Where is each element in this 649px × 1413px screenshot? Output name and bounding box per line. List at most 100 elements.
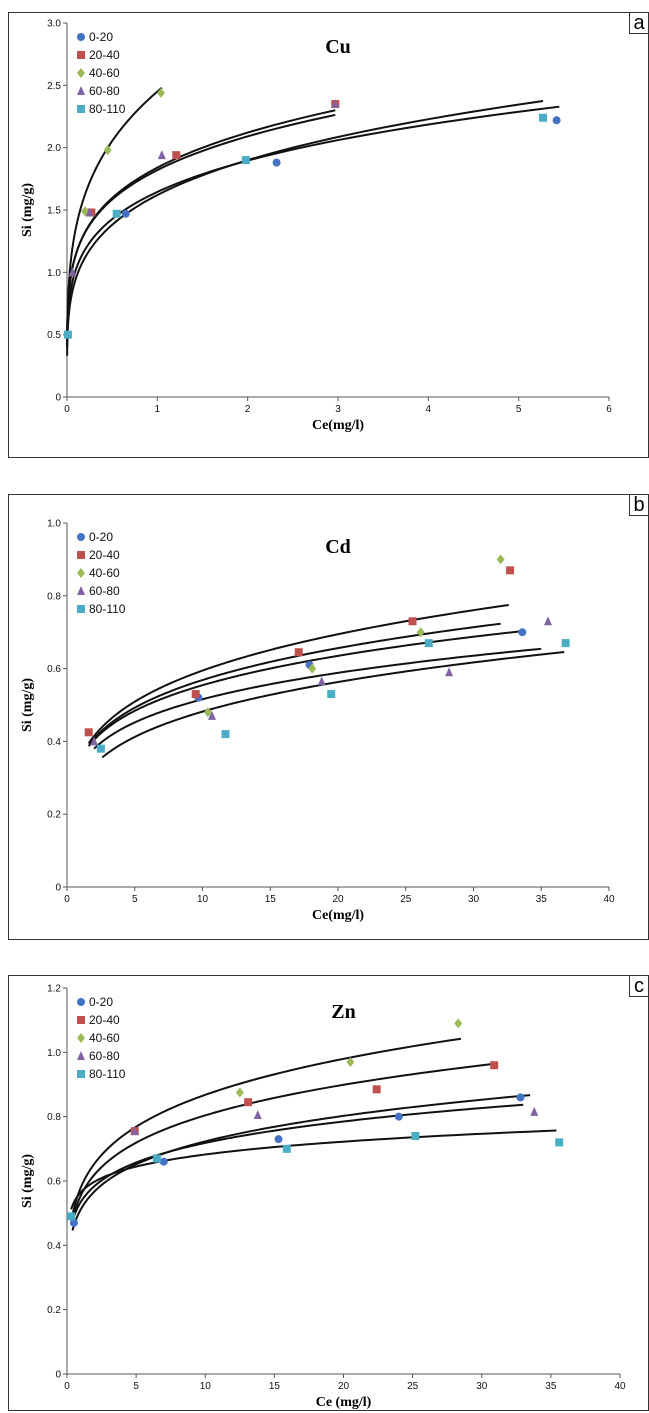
legend-label-20-40: 20-40 <box>89 1013 120 1027</box>
legend-label-40-60: 40-60 <box>89 66 120 80</box>
legend-marker-60-80 <box>77 86 85 95</box>
legend-marker-80-110 <box>77 105 85 113</box>
data-point-40-60 <box>496 554 505 565</box>
y-tick-label: 0.2 <box>47 810 61 821</box>
legend-marker-20-40 <box>77 1016 85 1024</box>
data-point-40-60 <box>416 627 425 638</box>
x-tick-label: 20 <box>338 1381 350 1392</box>
chart-panel-cd: 0 0.2 0.4 0.6 0.8 1.0 0 5 10 15 20 25 30 35 40 Cd Ce(mg/… <box>8 494 649 940</box>
y-tick-label: 1.2 <box>47 984 61 995</box>
data-point-60-80 <box>157 150 166 160</box>
data-point-80-110 <box>67 1212 76 1221</box>
y-tick-label: 0 <box>55 393 61 404</box>
x-tick-label: 35 <box>536 894 548 905</box>
y-axis-label: Si (mg/g) <box>20 1154 35 1208</box>
y-tick-label: 1.0 <box>47 1048 61 1059</box>
legend-marker-20-40 <box>77 551 85 559</box>
fit-curve-20-40 <box>71 1062 496 1221</box>
data-point-0-20 <box>552 116 561 125</box>
data-point-40-60 <box>156 87 165 98</box>
x-tick-label: 20 <box>332 894 344 905</box>
legend-label-0-20: 0-20 <box>89 30 113 44</box>
x-tick-label: 10 <box>197 894 209 905</box>
data-point-80-110 <box>112 209 121 218</box>
legend-marker-0-20 <box>77 33 85 41</box>
chart-panel-cu: 0 0.5 1.0 1.5 2.0 2.5 3.0 0 1 2 3 4 5 6 Cu Ce(mg/l) Si (… <box>8 12 649 458</box>
y-tick-label: 2.5 <box>47 81 61 92</box>
fit-curve-40-60 <box>71 1037 462 1216</box>
data-point-40-60 <box>308 663 317 674</box>
y-tick-label: 0.4 <box>47 1241 61 1252</box>
chart-cd: 0 0.2 0.4 0.6 0.8 1.0 0 5 10 15 20 25 30 35 40 Cd Ce(mg/… <box>20 519 615 924</box>
x-tick-label: 40 <box>603 894 615 905</box>
legend-label-80-110: 80-110 <box>89 1067 126 1081</box>
data-point-60-80 <box>130 1126 139 1136</box>
fit-curve-80-110 <box>101 651 565 759</box>
y-tick-label: 0 <box>55 1370 61 1381</box>
data-point-0-20 <box>516 1093 525 1102</box>
data-point-60-80 <box>544 616 553 626</box>
legend-label-20-40: 20-40 <box>89 48 120 62</box>
legend-label-20-40: 20-40 <box>89 548 120 562</box>
fit-curve-60-80 <box>66 109 336 342</box>
data-point-20-40 <box>506 566 515 575</box>
fit-curve-0-20 <box>71 1094 531 1231</box>
data-point-20-40 <box>408 617 417 626</box>
chart-title: Cd <box>325 536 351 558</box>
data-point-40-60 <box>235 1087 244 1098</box>
legend-marker-60-80 <box>77 1051 85 1060</box>
y-tick-label: 2.0 <box>47 143 61 154</box>
legend-marker-40-60 <box>77 568 85 578</box>
legend-marker-80-110 <box>77 605 85 613</box>
x-tick-label: 4 <box>426 404 432 415</box>
x-tick-label: 1 <box>155 404 161 415</box>
y-tick-label: 0.2 <box>47 1305 61 1316</box>
data-point-60-80 <box>530 1106 539 1116</box>
data-point-60-80 <box>445 667 454 677</box>
legend-marker-60-80 <box>77 586 85 595</box>
data-point-80-110 <box>63 330 72 339</box>
legend-label-40-60: 40-60 <box>89 566 120 580</box>
fit-curve-40-60 <box>90 622 501 743</box>
x-tick-label: 3 <box>335 404 341 415</box>
data-point-20-40 <box>244 1098 253 1107</box>
data-point-80-110 <box>539 113 548 122</box>
data-point-20-40 <box>191 690 200 699</box>
x-tick-label: 40 <box>614 1381 626 1392</box>
legend-marker-40-60 <box>77 1033 85 1043</box>
legend-label-60-80: 60-80 <box>89 84 120 98</box>
x-axis-label: Ce(mg/l) <box>312 418 364 433</box>
panel-letter-b: b <box>629 494 649 516</box>
data-point-60-80 <box>207 710 216 720</box>
data-point-20-40 <box>372 1085 381 1094</box>
fit-curve-0-20 <box>87 630 523 747</box>
data-point-60-80 <box>317 676 326 686</box>
data-point-60-80 <box>90 736 99 746</box>
x-tick-label: 15 <box>265 894 277 905</box>
data-point-80-110 <box>282 1144 291 1153</box>
x-tick-label: 6 <box>606 404 612 415</box>
y-tick-label: 3.0 <box>47 19 61 30</box>
data-point-80-110 <box>241 156 250 165</box>
panel-letter-c: c <box>629 975 649 997</box>
data-point-0-20 <box>394 1112 403 1121</box>
panel-letter-a: a <box>629 12 649 34</box>
y-tick-label: 0 <box>55 883 61 894</box>
legend-label-60-80: 60-80 <box>89 584 120 598</box>
data-point-60-80 <box>85 207 94 217</box>
data-point-20-40 <box>490 1061 499 1070</box>
data-point-80-110 <box>96 744 105 753</box>
x-tick-label: 30 <box>468 894 480 905</box>
chart-panel-zn: 0 0.2 0.4 0.6 0.8 1.0 1.2 0 5 10 15 20 25 30 35 40 Zn Ce … <box>8 975 649 1411</box>
fit-curve-80-110 <box>70 1129 557 1210</box>
x-tick-label: 35 <box>545 1381 557 1392</box>
chart-title: Zn <box>331 1001 355 1023</box>
data-point-20-40 <box>84 728 93 737</box>
x-tick-label: 5 <box>132 894 138 905</box>
chart-cu: 0 0.5 1.0 1.5 2.0 2.5 3.0 0 1 2 3 4 5 6 Cu Ce(mg/l) Si (… <box>20 19 612 434</box>
legend-label-60-80: 60-80 <box>89 1049 120 1063</box>
y-tick-label: 0.4 <box>47 737 61 748</box>
chart-title: Cu <box>325 36 351 58</box>
data-point-60-80 <box>331 99 340 109</box>
y-tick-label: 0.8 <box>47 1112 61 1123</box>
